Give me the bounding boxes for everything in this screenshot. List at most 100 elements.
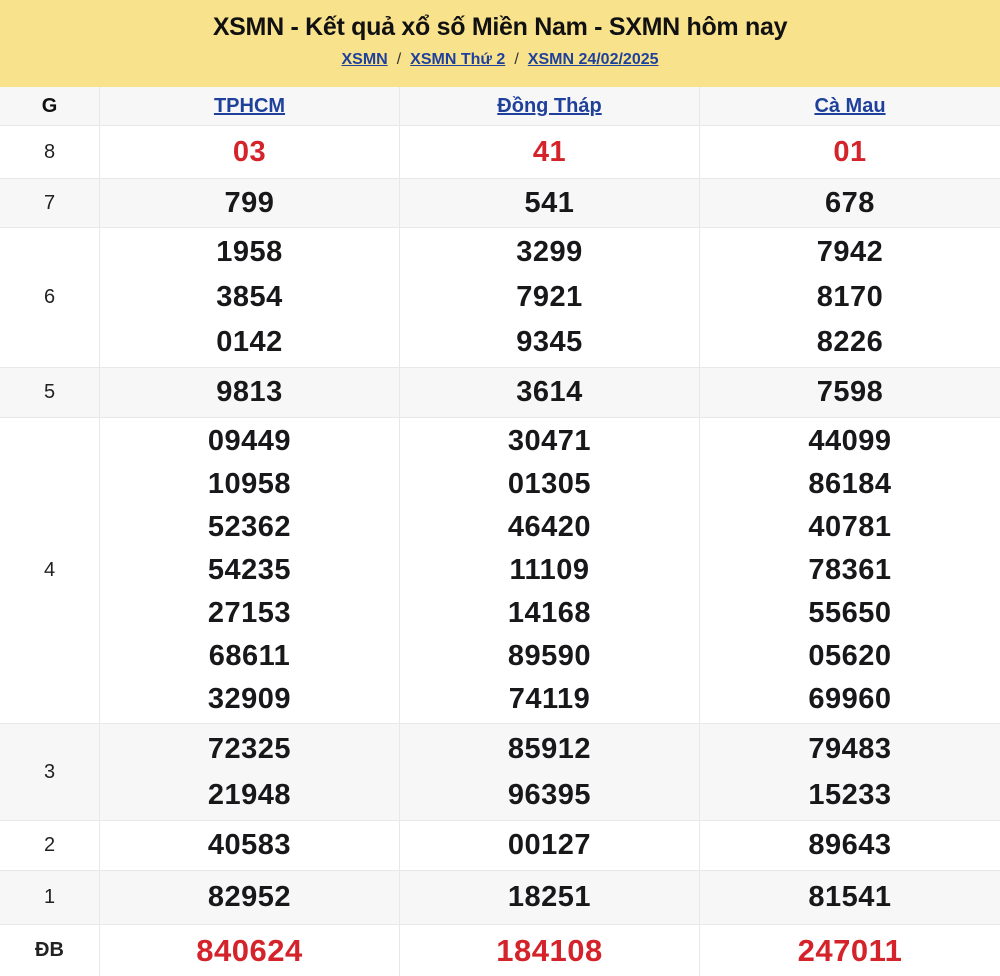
result-cell: 44099 86184 40781 78361 55650 05620 69960 — [700, 418, 1000, 723]
result-number: 40583 — [207, 829, 292, 861]
prize-column-header: G — [0, 87, 100, 125]
result-number: 03 — [232, 135, 267, 168]
result-number: 89590 — [507, 640, 592, 672]
result-cell: 40583 — [100, 821, 400, 870]
result-number: 18251 — [507, 881, 592, 913]
prize-row-6: 6 1958 3854 0142 3299 7921 9345 7942 8170 8226 — [0, 227, 1000, 367]
result-cell: 89643 — [700, 821, 1000, 870]
result-number: 27153 — [207, 597, 292, 629]
result-number: 15233 — [808, 778, 892, 811]
result-number: 05620 — [808, 640, 892, 672]
result-cell: 18251 — [400, 871, 700, 924]
result-number: 7921 — [516, 281, 583, 313]
result-number: 78361 — [808, 554, 892, 586]
prize-label: 2 — [0, 821, 100, 870]
result-cell: 30471 01305 46420 11109 14168 89590 74119 — [400, 418, 700, 723]
result-cell: 81541 — [700, 871, 1000, 924]
result-cell: 72325 21948 — [100, 724, 400, 820]
prize-row-ĐB: ĐB 840624 184108 247011 — [0, 924, 1000, 976]
result-number: 01 — [833, 135, 867, 168]
result-number: 9813 — [216, 376, 283, 408]
result-number: 32909 — [207, 683, 292, 715]
result-number: 3299 — [516, 236, 583, 268]
result-cell: 3299 7921 9345 — [400, 228, 700, 367]
prize-row-3: 3 72325 21948 85912 96395 79483 15233 — [0, 723, 1000, 820]
result-number: 89643 — [808, 829, 892, 861]
prize-label: 6 — [0, 228, 100, 367]
prize-label: ĐB — [0, 925, 100, 976]
result-number: 0142 — [216, 326, 283, 358]
results-table: G TPHCM Đồng Tháp Cà Mau 8 03 41 01 7 799 541 6… — [0, 87, 1000, 976]
result-cell: 7598 — [700, 368, 1000, 417]
result-cell: 79483 15233 — [700, 724, 1000, 820]
result-number: 184108 — [496, 932, 603, 968]
result-cell: 82952 — [100, 871, 400, 924]
breadcrumb-link-xsmn-date[interactable]: XSMN 24/02/2025 — [527, 51, 659, 68]
breadcrumb-separator: / — [396, 51, 402, 68]
result-cell: 247011 — [700, 925, 1000, 976]
result-number: 11109 — [509, 554, 590, 586]
prize-label: 8 — [0, 126, 100, 178]
result-number: 00127 — [507, 829, 592, 861]
result-cell: 03 — [100, 126, 400, 178]
table-body: 8 03 41 01 7 799 541 678 6 1958 3 8 54 0142 3299 7921 93… — [0, 125, 1000, 976]
result-number: 3614 — [516, 376, 583, 408]
result-number: 54235 — [207, 554, 292, 586]
result-number: 8170 — [816, 281, 884, 313]
prize-label: 1 — [0, 871, 100, 924]
result-number: 7942 — [816, 236, 884, 268]
prize-label: 4 — [0, 418, 100, 723]
prize-label: 5 — [0, 368, 100, 417]
result-number: 68611 — [208, 640, 291, 672]
result-number: 86184 — [808, 468, 892, 500]
result-cell: 09449 10958 52362 54235 27153 68611 32909 — [100, 418, 400, 723]
column-header-tphcm[interactable]: TPHCM — [100, 87, 400, 125]
result-cell: 7942 8170 8226 — [700, 228, 1000, 367]
result-cell: 799 — [100, 179, 400, 227]
result-number: 840624 — [196, 932, 303, 968]
result-number: 8226 — [816, 326, 884, 358]
prize-label: 3 — [0, 724, 100, 820]
result-number: 55650 — [808, 597, 892, 629]
prize-row-1: 1 82952 18251 81541 — [0, 870, 1000, 924]
result-cell: 00127 — [400, 821, 700, 870]
result-number: 52362 — [207, 511, 292, 543]
result-number: 30471 — [507, 425, 592, 457]
result-number: 1958 — [216, 236, 283, 268]
result-number: 85912 — [507, 732, 592, 765]
prize-row-5: 5 9813 3614 7598 — [0, 367, 1000, 417]
result-number: 9345 — [516, 326, 583, 358]
result-cell: 01 — [700, 126, 1000, 178]
page-header: XSMN - Kết quả xổ số Miền Nam - SXMN hôm… — [0, 0, 1000, 87]
result-cell: 41 — [400, 126, 700, 178]
result-cell: 541 — [400, 179, 700, 227]
result-number: 79483 — [808, 732, 892, 765]
result-number: 82952 — [207, 881, 292, 913]
prize-row-4: 4 09449 10958 52362 54235 27153 68611 32909 3047… — [0, 417, 1000, 723]
column-header-dong-thap[interactable]: Đồng Tháp — [400, 87, 700, 125]
result-number: 46420 — [507, 511, 592, 543]
prize-row-8: 8 03 41 01 — [0, 125, 1000, 178]
breadcrumb-link-xsmn-thu-2[interactable]: XSMN Thứ 2 — [410, 51, 506, 68]
result-number: 81541 — [808, 881, 892, 913]
result-number: 69960 — [808, 683, 892, 715]
page-title: XSMN - Kết quả xổ số Miền Nam - SXMN hôm… — [212, 13, 788, 41]
result-cell: 3614 — [400, 368, 700, 417]
column-header-ca-mau[interactable]: Cà Mau — [814, 94, 886, 117]
result-number: 21948 — [207, 778, 292, 811]
prize-row-7: 7 799 541 678 — [0, 178, 1000, 227]
result-number: 247011 — [797, 932, 903, 968]
result-number: 44099 — [808, 425, 892, 457]
result-cell: 184108 — [400, 925, 700, 976]
result-number: 14168 — [507, 597, 592, 629]
result-number: 72325 — [207, 732, 292, 765]
result-number: 40781 — [808, 511, 892, 543]
result-cell: 85912 96395 — [400, 724, 700, 820]
result-cell: 9813 — [100, 368, 400, 417]
breadcrumb-separator: / — [514, 51, 519, 68]
prize-label: 7 — [0, 179, 100, 227]
breadcrumb: XSMN / XSMN Thứ 2 / XSMN 24/02/2025 — [0, 51, 1000, 69]
breadcrumb-link-xsmn[interactable]: XSMN — [341, 51, 388, 68]
result-number: 01305 — [507, 468, 592, 500]
